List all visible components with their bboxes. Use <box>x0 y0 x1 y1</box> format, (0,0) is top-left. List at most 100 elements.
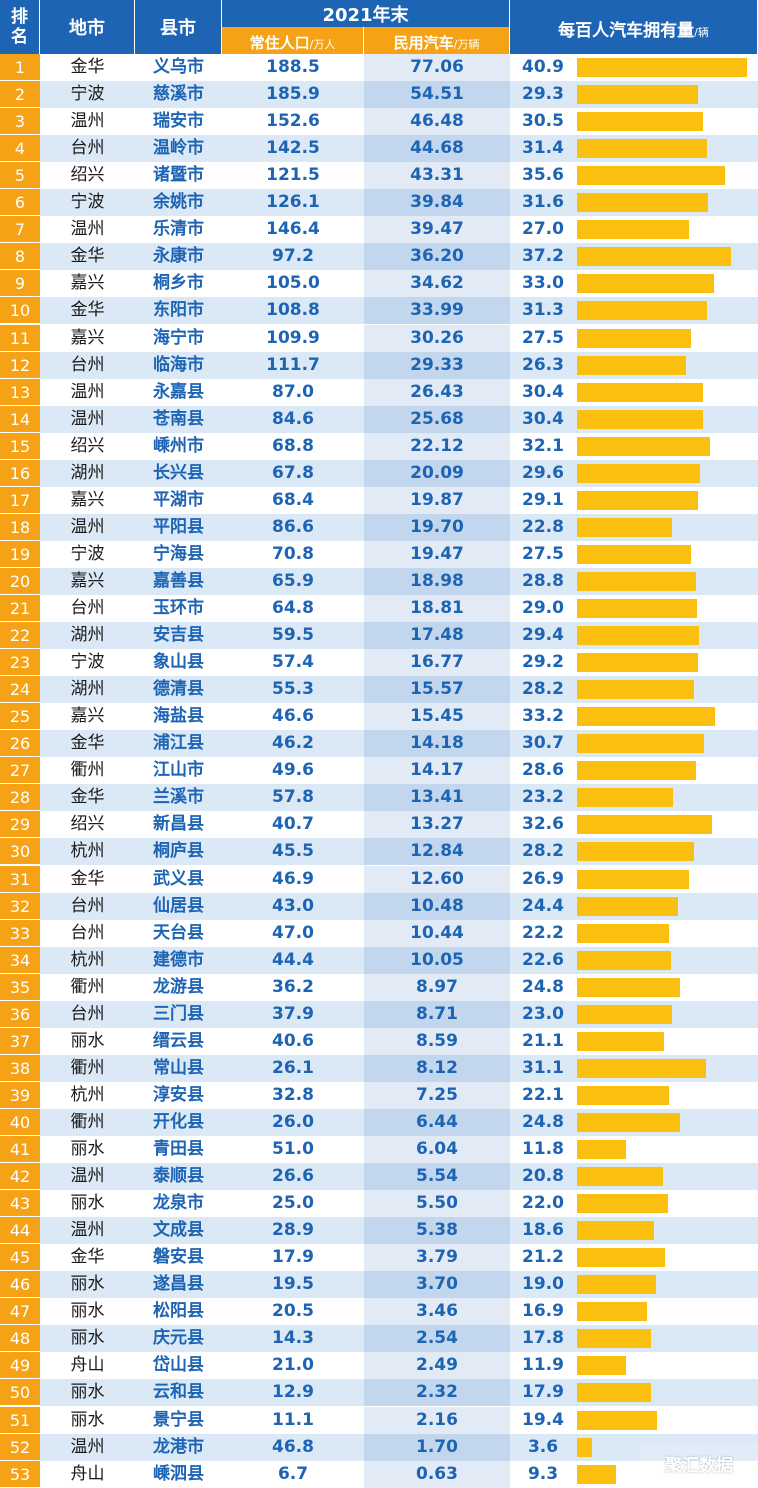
county-cell: 遂昌县 <box>153 1274 204 1295</box>
rank-cell: 18 <box>0 513 40 541</box>
ownership-value: 29.3 <box>522 84 564 105</box>
ownership-value: 21.1 <box>522 1030 564 1051</box>
rank-cell: 6 <box>0 189 40 217</box>
city-cell: 温州 <box>70 1220 105 1241</box>
rank-cell: 4 <box>0 135 40 163</box>
city-cell: 丽水 <box>70 1193 105 1214</box>
population-cell: 36.2 <box>272 976 314 997</box>
table-row: 37 丽水 缙云县 40.6 8.59 21.1 <box>0 1027 758 1055</box>
county-cell: 嵊泗县 <box>153 1463 204 1484</box>
ownership-value: 29.1 <box>522 489 564 510</box>
county-cell: 建德市 <box>153 949 204 970</box>
ownership-bar <box>577 301 707 321</box>
county-cell: 岱山县 <box>153 1355 204 1376</box>
ownership-bar <box>577 1112 680 1132</box>
ownership-bar <box>577 1004 673 1024</box>
table-row: 3 温州 瑞安市 152.6 46.48 30.5 <box>0 108 758 136</box>
ownership-bar <box>577 274 714 294</box>
ownership-bar <box>577 1302 648 1322</box>
rank-cell: 14 <box>0 405 40 433</box>
ownership-value: 31.6 <box>522 192 564 213</box>
rank-cell: 5 <box>0 162 40 190</box>
county-cell: 新昌县 <box>153 814 204 835</box>
population-cell: 84.6 <box>272 408 314 429</box>
county-cell: 平阳县 <box>153 516 204 537</box>
city-cell: 温州 <box>70 111 105 132</box>
watermark: 聚汇数据 <box>640 1444 758 1483</box>
cars-cell: 34.62 <box>364 270 510 298</box>
table-row: 46 丽水 遂昌县 19.5 3.70 19.0 <box>0 1271 758 1299</box>
population-cell: 49.6 <box>272 760 314 781</box>
rank-cell: 24 <box>0 676 40 704</box>
population-cell: 40.6 <box>272 1030 314 1051</box>
ownership-bar <box>577 517 672 537</box>
population-cell: 188.5 <box>266 57 320 77</box>
county-cell: 东阳市 <box>153 300 204 321</box>
ownership-value: 9.3 <box>527 1463 559 1484</box>
ownership-value: 29.2 <box>522 652 564 673</box>
ownership-value: 27.5 <box>522 543 564 564</box>
population-cell: 86.6 <box>272 516 314 537</box>
header-city: 地市 <box>40 0 135 54</box>
table-row: 2 宁波 慈溪市 185.9 54.51 29.3 <box>0 81 758 109</box>
table-row: 11 嘉兴 海宁市 109.9 30.26 27.5 <box>0 324 758 352</box>
table-row: 47 丽水 松阳县 20.5 3.46 16.9 <box>0 1298 758 1326</box>
ownership-value: 18.6 <box>522 1220 564 1241</box>
ownership-value: 28.2 <box>522 841 564 862</box>
rank-cell: 15 <box>0 432 40 460</box>
header-pop: 常住人口/万人 <box>222 27 364 54</box>
cars-cell: 16.77 <box>364 649 510 677</box>
population-cell: 126.1 <box>266 192 320 213</box>
header-pop-unit: /万人 <box>309 38 336 51</box>
rank-cell: 1 <box>0 54 40 81</box>
cars-cell: 8.59 <box>364 1027 510 1055</box>
rank-cell: 30 <box>0 838 40 866</box>
city-cell: 温州 <box>70 219 105 240</box>
ownership-value: 17.9 <box>522 1382 564 1403</box>
rank-cell: 11 <box>0 324 40 352</box>
cars-cell: 8.97 <box>364 973 510 1001</box>
ownership-bar <box>577 707 715 727</box>
county-cell: 龙游县 <box>153 976 204 997</box>
cars-cell: 33.99 <box>364 297 510 325</box>
rank-cell: 27 <box>0 757 40 785</box>
table-row: 52 温州 龙港市 46.8 1.70 3.6 <box>0 1433 758 1461</box>
population-cell: 6.7 <box>277 1463 309 1484</box>
city-cell: 宁波 <box>70 192 105 213</box>
header-rank-label: 排名 <box>11 7 28 47</box>
table-row: 36 台州 三门县 37.9 8.71 23.0 <box>0 1000 758 1028</box>
rank-cell: 16 <box>0 459 40 487</box>
county-cell: 慈溪市 <box>153 84 204 105</box>
county-cell: 宁海县 <box>153 543 204 564</box>
cars-cell: 14.18 <box>364 730 510 758</box>
population-cell: 46.9 <box>272 868 314 889</box>
cars-cell: 3.46 <box>364 1298 510 1326</box>
ownership-value: 37.2 <box>522 246 564 267</box>
county-cell: 仙居县 <box>153 895 204 916</box>
city-cell: 金华 <box>70 787 105 808</box>
rank-cell: 17 <box>0 486 40 514</box>
cars-cell: 2.16 <box>364 1406 510 1434</box>
population-cell: 65.9 <box>272 570 314 591</box>
population-cell: 46.6 <box>272 706 314 727</box>
rank-cell: 39 <box>0 1081 40 1109</box>
ownership-value: 29.0 <box>522 598 564 618</box>
ownership-bar <box>577 436 711 456</box>
rank-cell: 32 <box>0 892 40 920</box>
rank-cell: 13 <box>0 378 40 406</box>
table-row: 1 金华 义乌市 188.5 77.06 40.9 <box>0 54 758 81</box>
header-county-label: 县市 <box>160 18 196 39</box>
ownership-bar <box>577 409 704 429</box>
cars-cell: 19.87 <box>364 486 510 514</box>
ownership-bar <box>577 58 747 77</box>
ownership-value: 30.5 <box>522 111 564 132</box>
cars-cell: 0.63 <box>364 1460 510 1488</box>
table-row: 14 温州 苍南县 84.6 25.68 30.4 <box>0 405 758 433</box>
population-cell: 20.5 <box>272 1301 314 1322</box>
city-cell: 温州 <box>70 1436 105 1457</box>
population-cell: 68.8 <box>272 435 314 456</box>
cars-cell: 2.32 <box>364 1379 510 1407</box>
header-cars-label: 民用汽车 <box>393 34 454 52</box>
cars-cell: 10.44 <box>364 919 510 947</box>
rank-cell: 49 <box>0 1352 40 1380</box>
